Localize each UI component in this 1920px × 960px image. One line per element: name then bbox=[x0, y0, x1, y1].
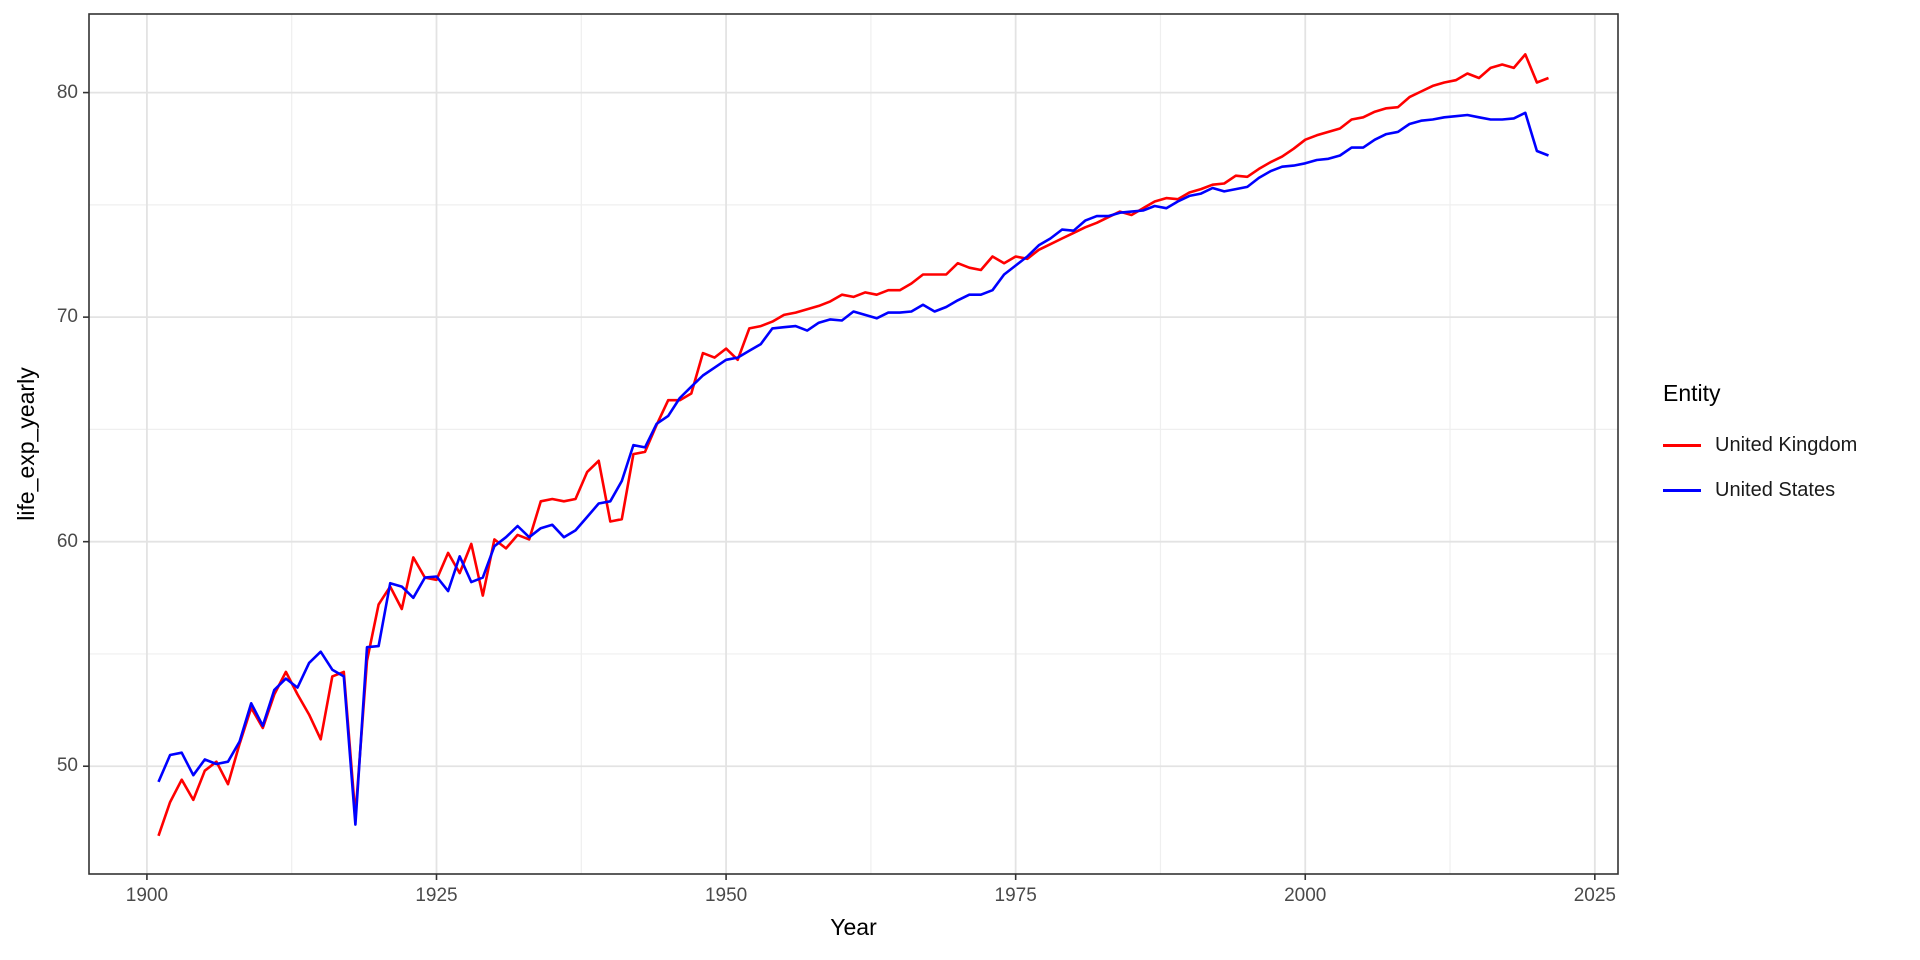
x-tick-label-2000: 2000 bbox=[1284, 885, 1327, 906]
legend-label-united-states: United States bbox=[1715, 479, 1836, 501]
line-series-united-states bbox=[157, 111, 1549, 826]
legend-title: Entity bbox=[1663, 380, 1721, 406]
legend-key-line-united-states bbox=[1663, 489, 1701, 492]
y-tick-label-50: 50 bbox=[56, 755, 78, 777]
y-axis-title: life_exp_yearly bbox=[13, 367, 39, 521]
y-tick-label-70: 70 bbox=[56, 306, 78, 328]
x-tick-label-1975: 1975 bbox=[994, 885, 1037, 906]
legend: Entity United Kingdom United States bbox=[1663, 380, 1857, 513]
x-tick-label-1925: 1925 bbox=[415, 885, 458, 906]
legend-label-united-kingdom: United Kingdom bbox=[1715, 434, 1858, 456]
y-tick-label-80: 80 bbox=[56, 81, 78, 103]
line-series-united-kingdom bbox=[157, 53, 1549, 837]
legend-key-line-united-kingdom bbox=[1663, 444, 1701, 447]
legend-item-united-kingdom: United Kingdom bbox=[1663, 423, 1857, 468]
x-axis-title: Year bbox=[830, 914, 877, 940]
x-tick-label-1950: 1950 bbox=[704, 885, 748, 906]
y-tick-label-60: 60 bbox=[56, 530, 78, 552]
legend-item-united-states: United States bbox=[1663, 468, 1857, 513]
panel-border bbox=[88, 13, 1619, 875]
x-tick-label-1900: 1900 bbox=[125, 885, 169, 906]
x-tick-label-2025: 2025 bbox=[1573, 885, 1616, 906]
